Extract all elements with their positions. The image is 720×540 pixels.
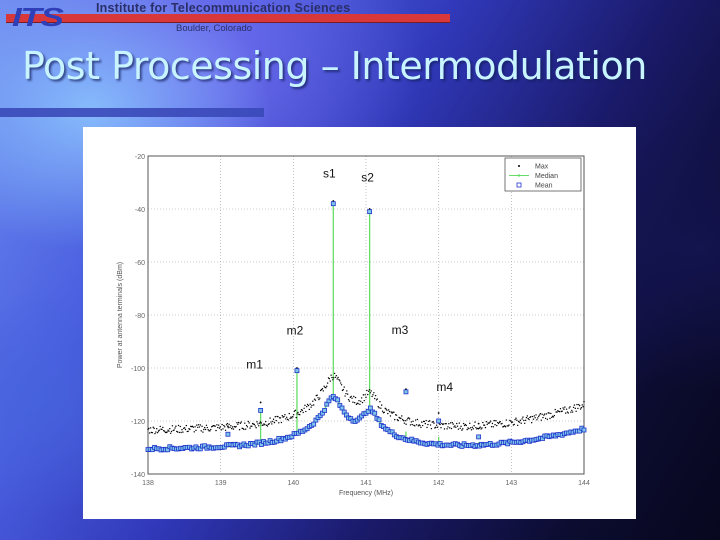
organization-name: Institute for Telecommunication Sciences (96, 1, 351, 15)
peak-label-m1: m1 (246, 357, 263, 371)
peak-labels: s1 s2 m2 m1 m3 m4 (246, 167, 453, 394)
plot-frame (147, 155, 585, 475)
series-mean (145, 201, 587, 453)
legend-entry-mean: Mean (535, 183, 553, 190)
peak-label-s1: s1 (323, 167, 336, 181)
legend-entry-median: Median (535, 173, 558, 180)
title-underline-bar (0, 108, 264, 117)
svg-text:142: 142 (433, 480, 445, 487)
svg-text:144: 144 (578, 480, 590, 487)
svg-text:139: 139 (215, 480, 227, 487)
svg-text:143: 143 (505, 480, 517, 487)
x-tick-labels: 138 139 140 141 142 143 144 (142, 480, 590, 487)
svg-text:-120: -120 (131, 419, 145, 426)
svg-text:-100: -100 (131, 366, 145, 373)
legend-entry-max: Max (535, 164, 549, 171)
chart-legend: Max Median Mean (504, 157, 582, 192)
svg-text:138: 138 (142, 480, 154, 487)
y-axis-label: Power at antenna terminals (dBm) (117, 262, 124, 368)
svg-text:-40: -40 (135, 207, 145, 214)
svg-text:-140: -140 (131, 472, 145, 479)
chart-figure-panel: 138 139 140 141 142 143 144 -20 -40 -60 -80 -100 -12… (83, 127, 636, 519)
svg-text:-20: -20 (135, 154, 145, 161)
peak-label-m4: m4 (436, 380, 453, 394)
svg-text:-80: -80 (135, 313, 145, 320)
spectrum-chart: 138 139 140 141 142 143 144 -20 -40 -60 -80 -100 -12… (117, 154, 590, 497)
peak-label-m3: m3 (392, 323, 409, 337)
peak-label-m2: m2 (287, 324, 304, 338)
svg-text:141: 141 (360, 480, 372, 487)
y-tick-labels: -20 -40 -60 -80 -100 -120 -140 (131, 154, 145, 479)
organization-location: Boulder, Colorado (176, 23, 253, 34)
x-axis-label: Frequency (MHz) (339, 490, 393, 497)
peak-label-s2: s2 (361, 171, 374, 185)
slide-title: Post Processing – Intermodulation (22, 44, 647, 88)
its-logo: ITS (12, 2, 64, 32)
series-max (147, 200, 585, 435)
svg-text:140: 140 (287, 480, 299, 487)
header-accent-bar (6, 14, 450, 23)
svg-text:-60: -60 (135, 260, 145, 267)
